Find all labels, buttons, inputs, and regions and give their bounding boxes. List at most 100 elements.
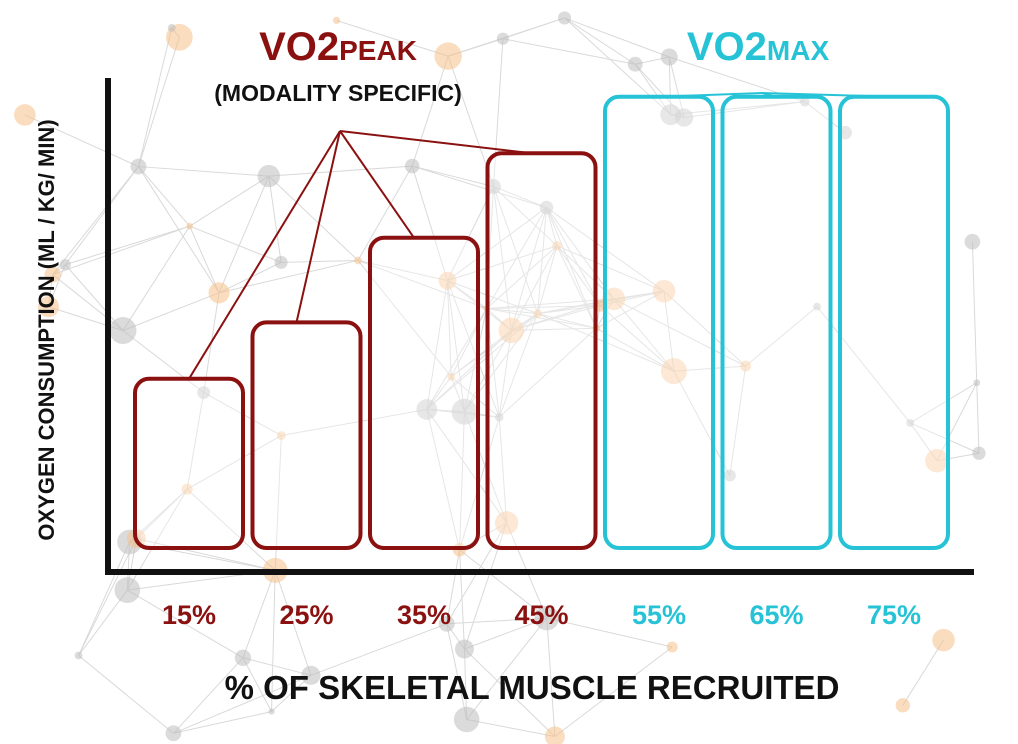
network-line (556, 245, 601, 306)
group-peak-title: VO2PEAK (259, 25, 417, 69)
network-line (493, 38, 504, 187)
network-line (411, 165, 448, 281)
network-line (336, 19, 449, 57)
network-node (434, 42, 462, 70)
network-line (668, 56, 685, 118)
network-line (310, 623, 447, 676)
network-node (44, 266, 61, 283)
network-node (652, 279, 676, 303)
connector-lines (188, 92, 895, 380)
network-line (745, 306, 818, 367)
network-line (122, 292, 220, 331)
network-node (332, 16, 341, 25)
network-line (537, 207, 547, 314)
network-node (109, 316, 137, 345)
network-line (186, 435, 282, 490)
network-line (976, 382, 980, 454)
network-line (52, 274, 124, 331)
network-node (660, 358, 687, 385)
network-line (136, 488, 188, 539)
network-line (486, 207, 547, 309)
background-network (14, 11, 986, 744)
network-node (906, 418, 915, 427)
network-line (537, 305, 601, 315)
network-line (510, 207, 547, 331)
network-line (173, 657, 244, 734)
network-node (455, 639, 474, 659)
network-line (78, 655, 174, 734)
network-line (189, 225, 220, 294)
network-line (64, 264, 124, 331)
network-line (412, 165, 494, 187)
network-node (496, 32, 509, 45)
network-line (546, 618, 556, 737)
network-line (493, 186, 512, 331)
network-node (451, 398, 478, 425)
network-node (38, 296, 59, 318)
network-node (925, 449, 949, 473)
network-line (412, 165, 547, 209)
network-line (729, 366, 747, 476)
network-line (546, 207, 601, 306)
network-line (426, 409, 508, 524)
network-node (208, 282, 230, 304)
group-max-title: VO2MAX (687, 25, 830, 69)
network-line (670, 101, 805, 116)
network-node (165, 725, 182, 742)
network-line (599, 305, 675, 372)
network-node (114, 577, 141, 604)
network-node (660, 104, 682, 126)
network-node (59, 259, 71, 271)
network-line (486, 245, 558, 309)
peak-connector-line (188, 130, 341, 380)
network-line (463, 522, 508, 650)
network-line (242, 657, 272, 712)
network-node (447, 372, 456, 381)
network-line (596, 327, 675, 372)
x-axis-label: % OF SKELETAL MUSCLE RECRUITED (225, 669, 840, 706)
network-line (218, 259, 359, 294)
x-tick-label: 65% (749, 600, 803, 630)
network-node (276, 431, 286, 440)
network-line (242, 570, 276, 658)
network-node (301, 665, 321, 685)
network-node (534, 605, 560, 631)
network-line (510, 245, 558, 331)
network-node (14, 104, 36, 126)
network-line (971, 241, 978, 383)
bar (720, 94, 833, 551)
network-line (464, 617, 547, 650)
network-line (816, 306, 911, 424)
bar (133, 376, 245, 550)
bars-layer (133, 94, 950, 551)
network-line (546, 207, 615, 300)
peak-connector-line (295, 130, 341, 323)
network-node (964, 233, 981, 250)
x-tick-label: 75% (867, 600, 921, 630)
network-line (556, 245, 665, 292)
network-node (268, 708, 275, 715)
x-tick-label: 45% (514, 600, 568, 630)
network-line (426, 409, 461, 550)
x-tick-label: 15% (162, 600, 216, 630)
network-line (268, 176, 282, 263)
network-node (494, 412, 504, 422)
x-tick-label: 25% (279, 600, 333, 630)
network-line (138, 166, 269, 177)
network-line (52, 166, 139, 275)
network-node (494, 511, 519, 535)
tick-labels: 15% 25% 35% 45% 55% 65% 75% (162, 600, 921, 630)
network-node (498, 317, 524, 344)
x-tick-label: 55% (632, 600, 686, 630)
network-node (932, 628, 955, 652)
network-line (137, 27, 173, 167)
network-node (552, 241, 562, 251)
network-line (122, 225, 191, 331)
network-line (173, 674, 312, 734)
network-line (683, 101, 805, 119)
network-line (463, 308, 488, 412)
network-node (740, 360, 752, 372)
network-node (544, 726, 565, 744)
network-line (493, 186, 539, 314)
network-node (438, 271, 457, 290)
